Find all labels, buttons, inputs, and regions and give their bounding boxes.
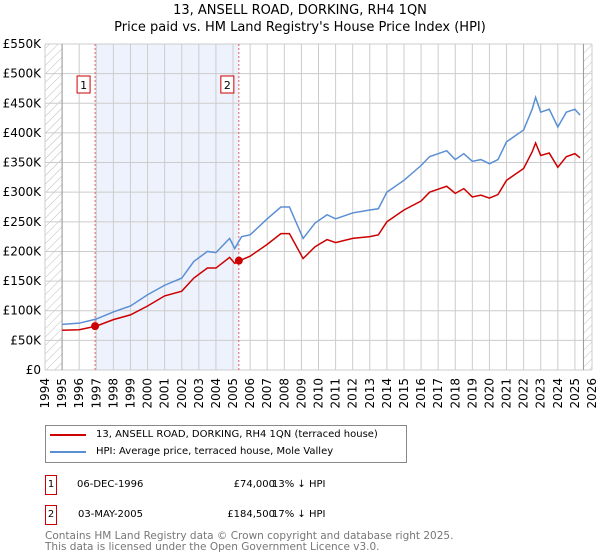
x-tick-label: 2010: [312, 378, 326, 409]
footer-copyright: Contains HM Land Registry data © Crown c…: [45, 530, 454, 542]
x-tick-label: 2006: [243, 378, 257, 409]
y-tick-label: £50K: [10, 333, 42, 347]
y-tick-label: £450K: [3, 96, 43, 110]
y-tick-label: £250K: [3, 215, 43, 229]
footer-licence: This data is licensed under the Open Gov…: [45, 541, 380, 553]
x-tick-label: 2014: [380, 378, 394, 409]
x-tick-label: 2013: [363, 378, 377, 409]
y-tick-label: £500K: [3, 67, 43, 81]
hatch-after-data: [583, 44, 592, 370]
ownership-shade: [95, 44, 239, 370]
sale-hpi-diff: 17% ↓ HPI: [272, 509, 326, 520]
hpi-series-line: [62, 94, 581, 326]
x-tick-label: 1996: [72, 378, 86, 409]
x-tick-label: 2020: [482, 378, 496, 409]
x-tick-label: 2025: [568, 378, 582, 409]
legend-item-property: 13, ANSELL ROAD, DORKING, RH4 1QN (terra…: [50, 429, 378, 440]
y-tick-label: £350K: [3, 156, 43, 170]
x-tick-label: 2004: [209, 378, 223, 409]
sale-price: £74,000: [233, 479, 275, 490]
y-tick-label: £150K: [3, 274, 43, 288]
x-tick-label: 2018: [448, 378, 462, 409]
x-tick-label: 2012: [346, 378, 360, 409]
x-tick-label: 2015: [397, 378, 411, 409]
y-tick-label: £0: [26, 363, 41, 377]
sale-point: [91, 322, 100, 331]
y-tick-label: £550K: [3, 37, 43, 51]
legend-label: HPI: Average price, terraced house, Mole…: [96, 446, 334, 457]
x-tick-label: 2000: [141, 378, 155, 409]
y-tick-label: £300K: [3, 185, 43, 199]
x-tick-label: 2024: [551, 378, 565, 409]
property-series-line: [62, 140, 581, 332]
sale-hpi-diff: 13% ↓ HPI: [272, 479, 326, 490]
sale-badge: 2: [45, 505, 57, 525]
x-tick-label: 2023: [534, 378, 548, 409]
sale-point: [234, 256, 243, 265]
sale-label: 1: [80, 79, 87, 92]
x-tick-label: 2001: [158, 378, 172, 409]
red-line-swatch: [50, 433, 86, 436]
chart-title: 13, ANSELL ROAD, DORKING, RH4 1QN: [173, 3, 427, 18]
x-tick-label: 2005: [226, 378, 240, 409]
sale-price: £184,500: [227, 509, 275, 520]
price-chart: 1994 1995 1996 1997 1998 1999 2000 2001 2002 2003…: [3, 37, 599, 409]
sale-label: 2: [224, 79, 231, 92]
legend-item-hpi: HPI: Average price, terraced house, Mole…: [50, 446, 333, 457]
sale-label-box: [76, 75, 91, 94]
x-tick-label: 2026: [585, 378, 599, 409]
y-tick-label: £400K: [3, 126, 43, 140]
x-tick-label: 2003: [192, 378, 206, 409]
sale-date: 06-DEC-1996: [77, 479, 144, 490]
x-tick-label: 1995: [55, 378, 69, 409]
x-tick-label: 2021: [500, 378, 514, 409]
legend-label: 13, ANSELL ROAD, DORKING, RH4 1QN (terra…: [96, 429, 378, 440]
x-tick-label: 2016: [414, 378, 428, 409]
hatch-before-data: [45, 44, 63, 370]
y-tick-label: £100K: [3, 304, 43, 318]
x-tick-label: 2007: [260, 378, 274, 409]
legend: 13, ANSELL ROAD, DORKING, RH4 1QN (terra…: [45, 425, 407, 463]
x-tick-label: 2008: [277, 378, 291, 409]
sale-badge: 1: [45, 475, 57, 495]
x-tick-label: 1994: [38, 378, 52, 409]
x-tick-label: 2011: [329, 378, 343, 409]
x-tick-label: 2002: [175, 378, 189, 409]
y-tick-label: £200K: [3, 244, 43, 258]
x-tick-label: 1998: [106, 378, 120, 409]
x-tick-label: 2022: [517, 378, 531, 409]
x-tick-label: 2017: [431, 378, 445, 409]
chart-subtitle: Price paid vs. HM Land Registry's House …: [114, 20, 486, 35]
x-tick-label: 1999: [123, 378, 137, 409]
blue-line-swatch: [50, 450, 86, 453]
x-tick-label: 2019: [465, 378, 479, 409]
sale-date: 03-MAY-2005: [78, 509, 144, 520]
sale-label-box: [220, 75, 235, 94]
x-tick-label: 2009: [294, 378, 308, 409]
x-tick-label: 1997: [89, 378, 103, 409]
